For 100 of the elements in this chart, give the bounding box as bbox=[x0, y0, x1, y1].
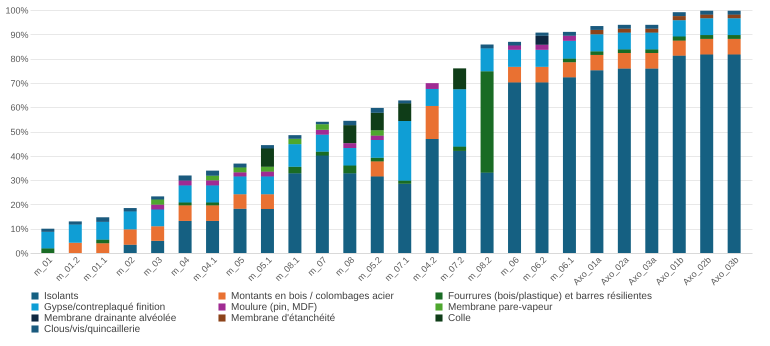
bar bbox=[178, 220, 192, 253]
bar bbox=[370, 112, 384, 130]
bar bbox=[343, 166, 356, 174]
bar bbox=[700, 35, 714, 39]
y-tick-label: 10% bbox=[10, 224, 28, 234]
bar bbox=[370, 176, 384, 253]
legend-label: Fourrures (bois/plastique) et barres résilientes bbox=[448, 291, 652, 302]
bar bbox=[288, 173, 302, 253]
bar bbox=[480, 172, 494, 253]
bar bbox=[535, 36, 548, 45]
bar bbox=[343, 120, 356, 126]
bar bbox=[590, 70, 604, 253]
bar bbox=[370, 108, 384, 113]
y-tick-label: 0% bbox=[15, 248, 28, 258]
bar bbox=[508, 45, 522, 50]
bar bbox=[672, 20, 686, 36]
bar bbox=[206, 170, 220, 176]
bar bbox=[234, 208, 247, 253]
bar bbox=[234, 167, 247, 172]
bar bbox=[618, 53, 631, 69]
bar bbox=[206, 205, 220, 221]
bar bbox=[562, 36, 576, 41]
bar bbox=[260, 145, 274, 149]
bar bbox=[124, 211, 137, 230]
bar bbox=[700, 10, 714, 15]
bar bbox=[672, 12, 686, 16]
bar bbox=[590, 51, 604, 55]
bar bbox=[260, 172, 274, 176]
bar bbox=[124, 208, 137, 212]
y-tick-label: 90% bbox=[10, 30, 28, 40]
bar bbox=[288, 135, 302, 139]
bar bbox=[426, 83, 439, 89]
legend-label: Isolants bbox=[44, 291, 78, 302]
bar bbox=[41, 228, 54, 232]
bar bbox=[151, 210, 164, 226]
bar bbox=[260, 166, 274, 172]
bar bbox=[370, 130, 384, 136]
bar bbox=[178, 175, 192, 181]
bar bbox=[618, 68, 631, 253]
y-tick-label: 20% bbox=[10, 200, 28, 210]
bar bbox=[398, 180, 412, 184]
bar bbox=[124, 244, 137, 253]
bar bbox=[41, 232, 54, 248]
y-tick-label: 70% bbox=[10, 78, 28, 88]
bar bbox=[453, 89, 466, 147]
legend-label: Colle bbox=[448, 313, 472, 324]
bar bbox=[151, 240, 164, 253]
bar bbox=[672, 56, 686, 253]
bar bbox=[426, 139, 439, 253]
bar bbox=[178, 185, 192, 202]
bar bbox=[234, 176, 247, 194]
bar bbox=[260, 176, 274, 194]
bar bbox=[508, 42, 522, 46]
bar bbox=[480, 48, 494, 72]
bar bbox=[590, 34, 604, 52]
bar bbox=[562, 40, 576, 59]
bar bbox=[41, 248, 54, 253]
bar bbox=[562, 58, 576, 62]
bar bbox=[672, 36, 686, 41]
bar bbox=[151, 204, 164, 210]
bar bbox=[206, 176, 220, 180]
bar bbox=[562, 62, 576, 78]
bar bbox=[68, 221, 82, 225]
bar bbox=[618, 28, 631, 33]
y-tick-label: 40% bbox=[10, 151, 28, 162]
bar bbox=[590, 30, 604, 34]
bar bbox=[728, 14, 741, 18]
legend-label: Membrane drainante alvéolée bbox=[44, 313, 177, 324]
bar bbox=[618, 32, 631, 50]
bar bbox=[316, 130, 329, 135]
bar bbox=[645, 24, 658, 29]
bar bbox=[535, 32, 548, 36]
bar bbox=[151, 196, 164, 200]
bar bbox=[234, 172, 247, 176]
legend-label: Gypse/contreplaqué finition bbox=[44, 302, 166, 313]
bar bbox=[562, 32, 576, 36]
legend-label: Membrane d'étanchéité bbox=[231, 313, 336, 324]
bar bbox=[206, 220, 220, 253]
bar bbox=[178, 205, 192, 221]
bar bbox=[288, 144, 302, 167]
bar bbox=[728, 54, 741, 253]
bar bbox=[288, 138, 302, 144]
bar bbox=[151, 200, 164, 205]
bar bbox=[535, 44, 548, 50]
bar bbox=[398, 103, 412, 122]
bar bbox=[370, 158, 384, 162]
bar bbox=[68, 242, 82, 253]
bar bbox=[590, 54, 604, 70]
bar bbox=[96, 222, 110, 240]
bar bbox=[151, 226, 164, 241]
bar bbox=[260, 194, 274, 210]
bar bbox=[480, 44, 494, 48]
y-tick-label: 80% bbox=[10, 54, 28, 64]
bar bbox=[535, 66, 548, 82]
bar bbox=[426, 88, 439, 106]
bar bbox=[343, 125, 356, 144]
bar bbox=[508, 66, 522, 82]
legend-label: Clous/vis/quincaillerie bbox=[44, 324, 141, 335]
bar bbox=[618, 49, 631, 54]
y-tick-label: 100% bbox=[5, 6, 28, 16]
